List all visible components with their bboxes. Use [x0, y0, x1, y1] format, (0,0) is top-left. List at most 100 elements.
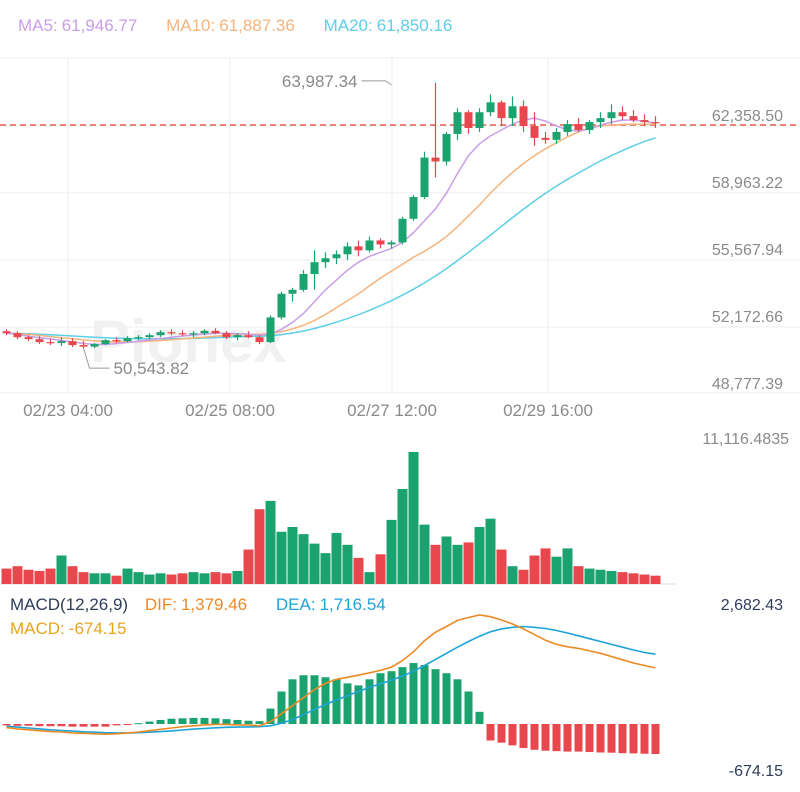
price-tick-label: 48,777.39 [712, 376, 783, 393]
candle-body [299, 274, 308, 290]
candle-body [321, 258, 330, 263]
candle [35, 336, 44, 345]
price-tick-label: 58,963.22 [712, 175, 783, 192]
macd-hist-legend: MACD: -674.15 [10, 619, 138, 638]
volume-bar [584, 568, 595, 584]
candle-body [431, 157, 440, 162]
candle [57, 337, 66, 347]
candle-body [189, 333, 198, 335]
macd-bar [244, 720, 253, 724]
candle [563, 120, 572, 136]
ma20-value: 61,850.16 [376, 16, 453, 35]
volume-bar [375, 554, 386, 584]
macd-legend: MACD(12,26,9) DIF: 1,379.46 DEA: 1,716.54 … [10, 593, 410, 641]
volume-bar [177, 573, 188, 584]
candle-body [145, 335, 154, 338]
candle [431, 82, 440, 178]
volume-bar [78, 572, 89, 584]
ma5-line [6, 117, 656, 346]
volume-bar [199, 573, 210, 584]
candle-body [24, 337, 33, 340]
candle [464, 110, 473, 134]
dea-label: DEA: [275, 595, 316, 614]
candle-body [57, 341, 66, 344]
candle [640, 114, 649, 127]
macd-bar [178, 718, 187, 724]
candle-body [442, 133, 451, 162]
volume-bar [45, 568, 56, 584]
dea-line [6, 625, 656, 734]
volume-bar [452, 544, 463, 584]
candle-body [563, 124, 572, 132]
macd-bar [453, 679, 462, 724]
candle-body [332, 254, 341, 259]
macd-bar [233, 719, 242, 724]
candle [255, 335, 264, 345]
volume-bar [287, 527, 298, 584]
candle-body [112, 340, 121, 342]
macd-bar [409, 663, 418, 724]
macd-value: -674.15 [68, 619, 127, 638]
dif-value: 1,379.46 [180, 595, 248, 614]
macd-bar [387, 671, 396, 724]
macd-bar [365, 679, 374, 724]
candle [585, 120, 594, 134]
candle [156, 330, 165, 338]
candle [145, 333, 154, 340]
candle-body [552, 131, 561, 140]
volume-bar [144, 574, 155, 584]
candle-body [629, 116, 638, 121]
candle [266, 315, 275, 344]
time-tick-label: 02/23 04:00 [23, 401, 113, 420]
volume-bar [474, 527, 485, 584]
macd-bar [596, 724, 605, 753]
candle-body [354, 246, 363, 251]
macd-bar [310, 675, 319, 724]
candle [453, 108, 462, 140]
candle [629, 110, 638, 123]
candle-body [464, 112, 473, 128]
candle-body [35, 339, 44, 343]
candle-body [409, 197, 418, 219]
macd-min-label: -674.15 [729, 763, 783, 780]
candle-body [46, 342, 55, 344]
macd-bar [431, 669, 440, 724]
candle-body [255, 337, 264, 343]
volume-bar [507, 566, 518, 584]
candle [79, 341, 88, 349]
macd-bar [35, 724, 44, 727]
macd-title: MACD(12,26,9) [10, 595, 129, 614]
candle-body [497, 102, 506, 119]
macd-bar [200, 717, 209, 724]
candle-body [90, 344, 99, 347]
volume-bar [1, 568, 12, 584]
candle [123, 336, 132, 343]
candle-body [167, 332, 176, 334]
candle [365, 236, 374, 253]
candle-body [420, 157, 429, 198]
macd-bar [189, 717, 198, 724]
macd-label: MACD: [10, 619, 65, 638]
ma20-label: MA20: [323, 16, 373, 35]
candle [486, 94, 495, 117]
candle [321, 252, 330, 269]
macd-bar [420, 665, 429, 724]
candle-body [453, 112, 462, 134]
candle [222, 331, 231, 340]
candle-body [574, 124, 583, 130]
candle-body [508, 106, 517, 119]
candle-body [343, 246, 352, 255]
candle-body [266, 317, 275, 343]
candle [596, 112, 605, 128]
macd-bar [541, 724, 550, 751]
volume-bar [320, 553, 331, 584]
macd-bar [288, 679, 297, 724]
volume-bar [331, 532, 342, 584]
macd-bar [321, 677, 330, 724]
ma20-legend: MA20: 61,850.16 [324, 16, 465, 35]
macd-bar [332, 679, 341, 724]
volume-bar [243, 549, 254, 584]
candle [574, 118, 583, 132]
dif-legend: DIF: 1,379.46 [145, 595, 259, 614]
